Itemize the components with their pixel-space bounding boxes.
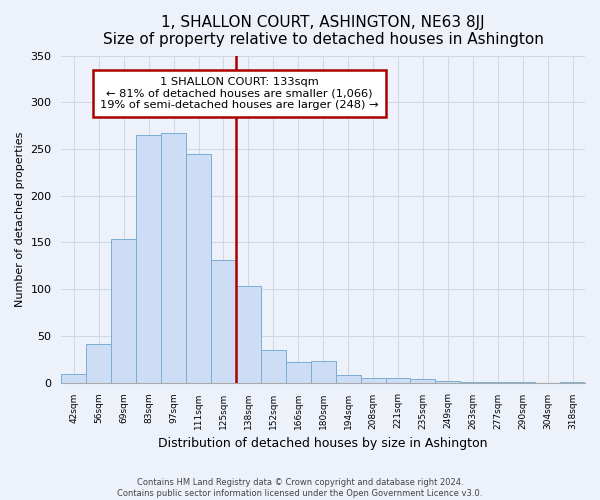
Bar bbox=[410, 379, 436, 382]
Bar bbox=[386, 378, 410, 382]
Title: 1, SHALLON COURT, ASHINGTON, NE63 8JJ
Size of property relative to detached hous: 1, SHALLON COURT, ASHINGTON, NE63 8JJ Si… bbox=[103, 15, 544, 48]
Bar bbox=[236, 286, 261, 382]
Bar bbox=[61, 374, 86, 382]
Bar bbox=[186, 154, 211, 382]
Bar bbox=[311, 361, 335, 382]
Bar bbox=[86, 344, 111, 383]
Bar bbox=[361, 378, 386, 382]
Bar bbox=[161, 133, 186, 382]
Bar bbox=[335, 375, 361, 382]
Bar bbox=[136, 135, 161, 382]
Y-axis label: Number of detached properties: Number of detached properties bbox=[15, 132, 25, 306]
X-axis label: Distribution of detached houses by size in Ashington: Distribution of detached houses by size … bbox=[158, 437, 488, 450]
Bar bbox=[261, 350, 286, 382]
Bar bbox=[111, 238, 136, 382]
Bar bbox=[286, 362, 311, 382]
Text: Contains HM Land Registry data © Crown copyright and database right 2024.
Contai: Contains HM Land Registry data © Crown c… bbox=[118, 478, 482, 498]
Bar bbox=[211, 260, 236, 382]
Text: 1 SHALLON COURT: 133sqm
← 81% of detached houses are smaller (1,066)
19% of semi: 1 SHALLON COURT: 133sqm ← 81% of detache… bbox=[100, 77, 379, 110]
Bar bbox=[436, 380, 460, 382]
